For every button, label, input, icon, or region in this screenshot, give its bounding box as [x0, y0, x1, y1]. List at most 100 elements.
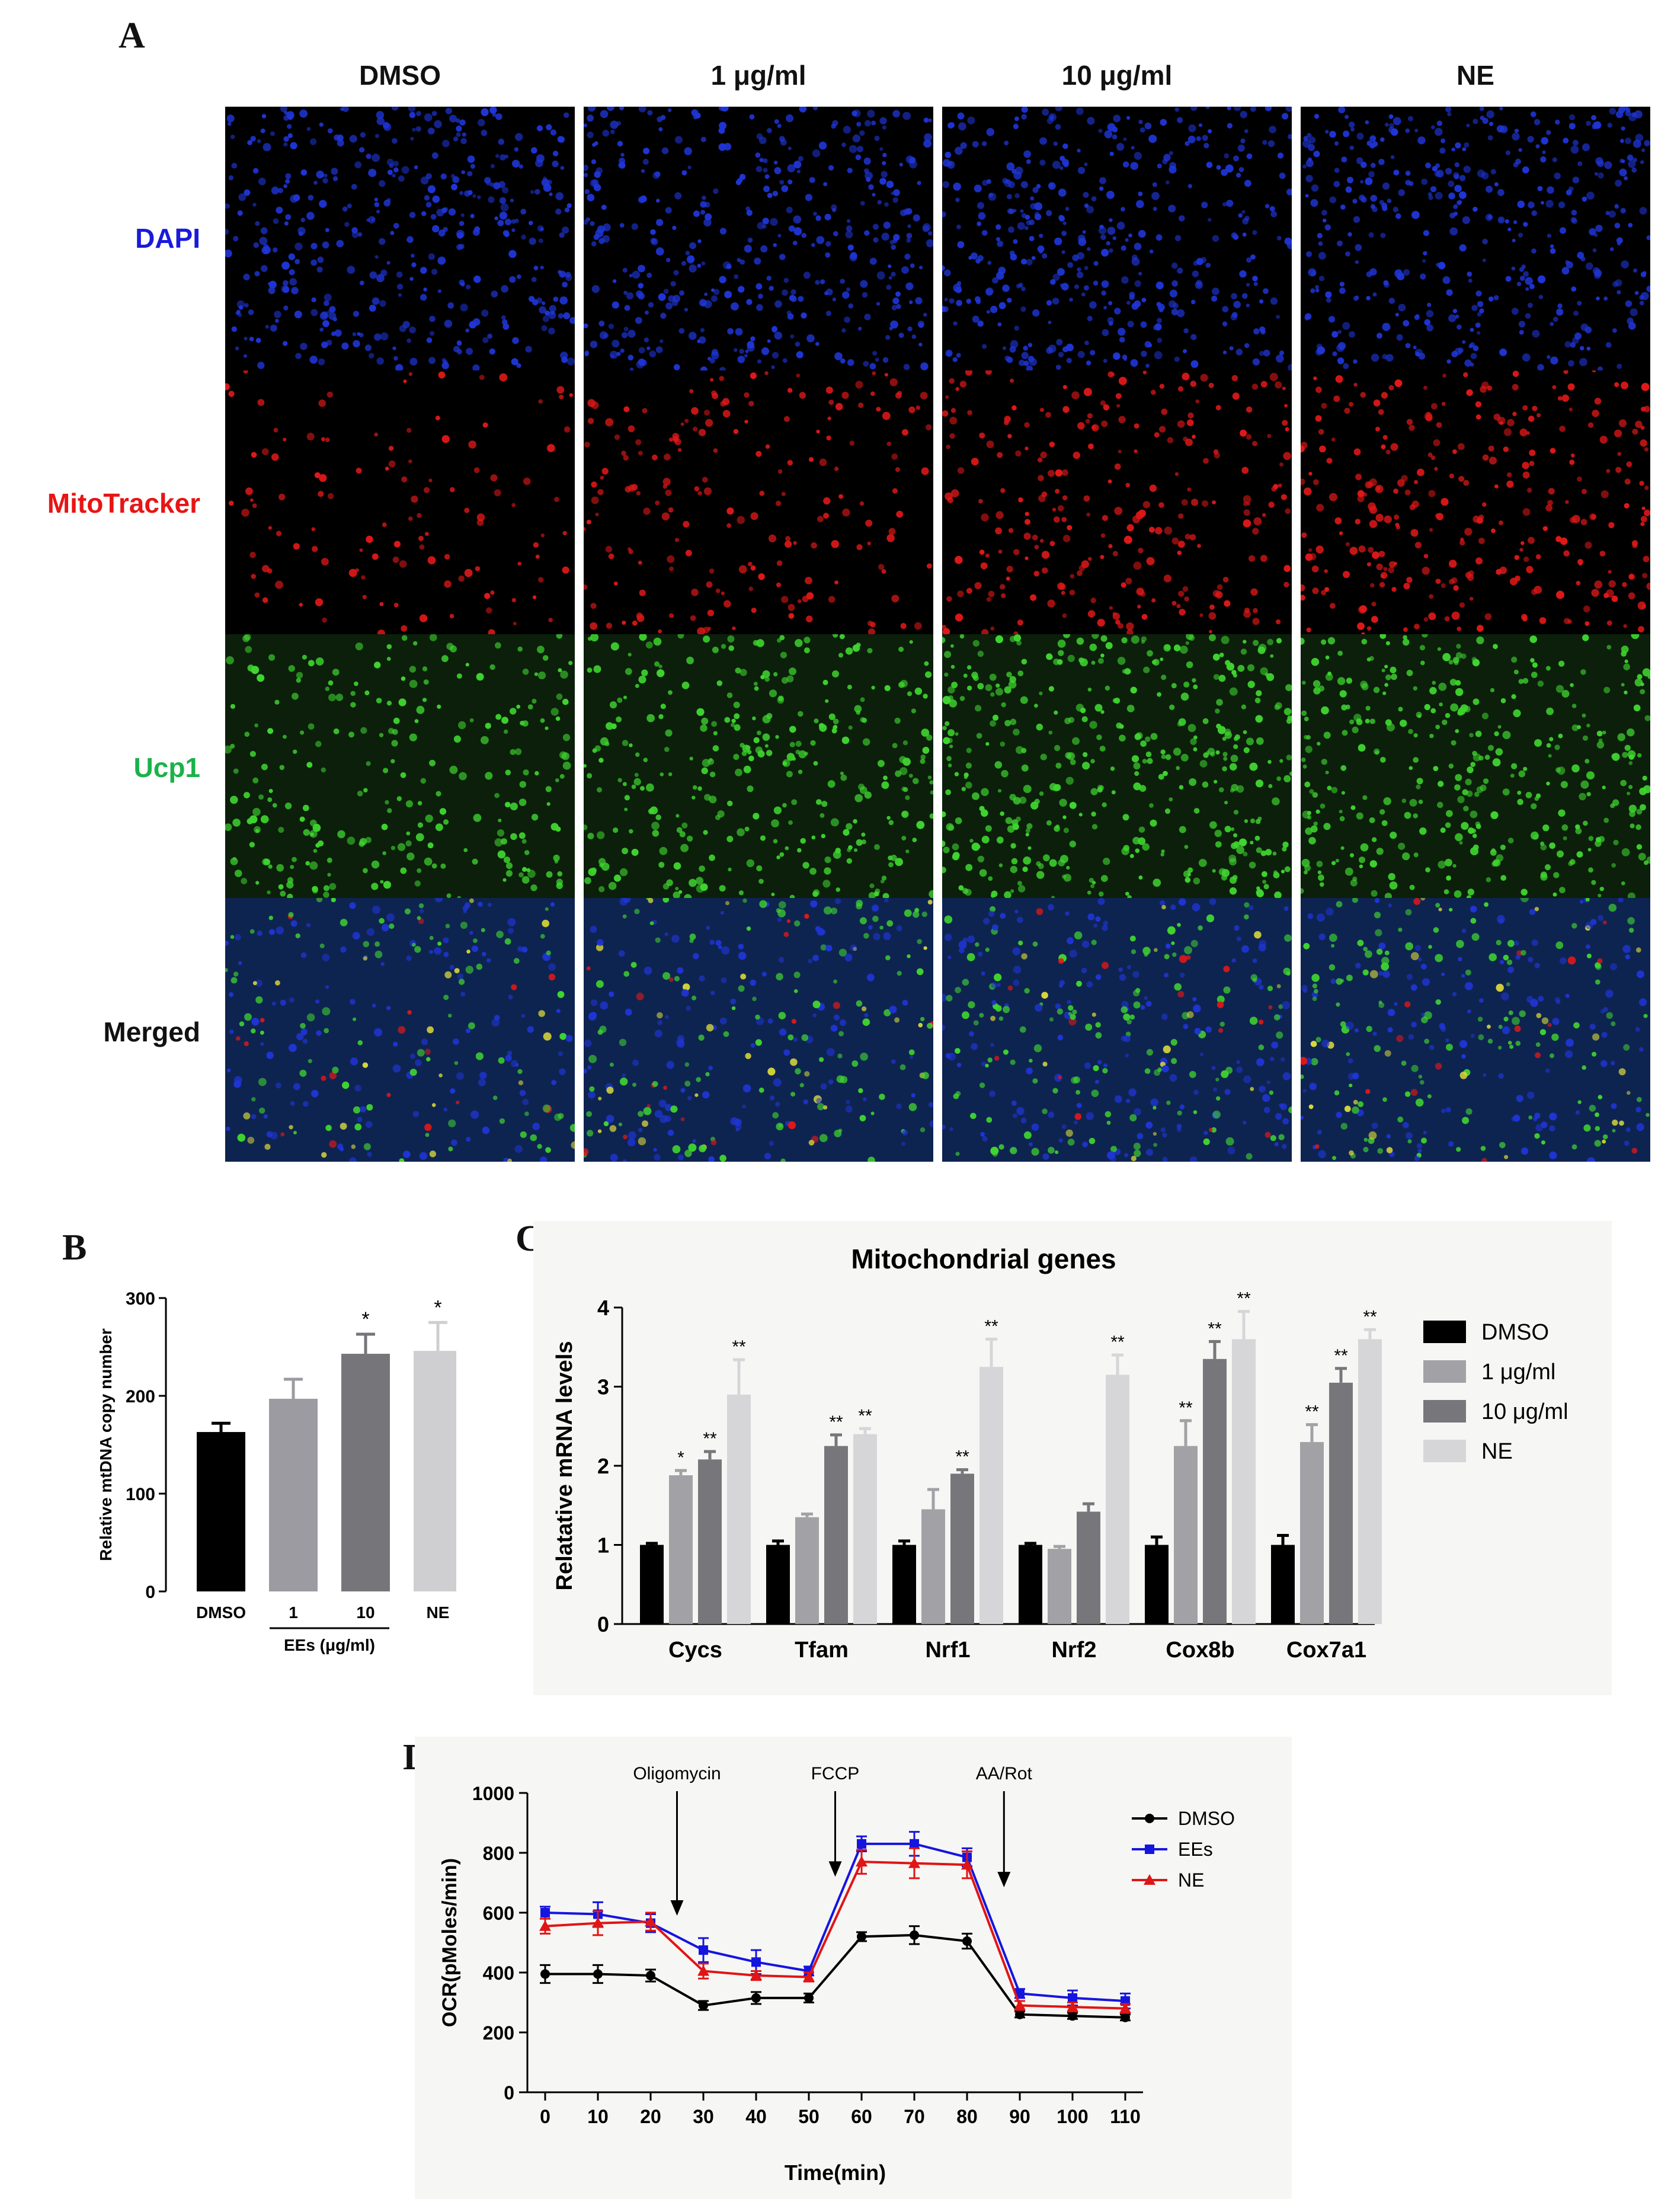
- cell-dot: [920, 1127, 926, 1133]
- cell-dot: [746, 926, 751, 931]
- cell-dot: [479, 375, 485, 381]
- cell-dot: [884, 685, 891, 692]
- cell-dot: [419, 544, 425, 550]
- cell-dot: [986, 440, 994, 449]
- cell-dot: [1418, 1149, 1422, 1153]
- cell-dot: [491, 290, 498, 298]
- cell-dot: [521, 947, 528, 953]
- cell-dot: [1215, 708, 1220, 714]
- cell-dot: [429, 759, 436, 766]
- micrograph-background: [584, 898, 933, 1162]
- cell-dot: [1445, 107, 1452, 113]
- cell-dot: [473, 275, 481, 283]
- cell-dot: [1548, 754, 1552, 758]
- cell-dot: [1205, 107, 1210, 109]
- cell-dot: [1156, 318, 1162, 324]
- cell-dot: [1633, 704, 1641, 712]
- cell-dot: [231, 326, 237, 332]
- cell-dot: [734, 724, 741, 731]
- cell-dot: [1636, 844, 1643, 850]
- cell-dot: [861, 839, 866, 845]
- cell-dot: [1270, 210, 1277, 218]
- cell-dot: [1274, 1142, 1279, 1147]
- cell-dot: [1093, 923, 1098, 928]
- cell-dot: [1467, 1009, 1471, 1014]
- cell-dot: [928, 118, 932, 123]
- cell-dot: [1086, 360, 1091, 366]
- cell-dot: [616, 121, 622, 126]
- cell-dot: [910, 1055, 914, 1059]
- cell-dot: [891, 271, 896, 277]
- cell-dot: [1252, 230, 1257, 235]
- cell-dot: [1442, 276, 1451, 285]
- cell-dot: [1091, 634, 1099, 639]
- cell-dot: [1037, 245, 1045, 252]
- cell-dot: [1570, 217, 1577, 223]
- cell-dot: [779, 852, 785, 857]
- cell-dot: [1280, 1103, 1288, 1110]
- cell-dot: [1091, 1089, 1099, 1097]
- cell-dot: [381, 823, 388, 830]
- cell-dot: [1435, 191, 1443, 200]
- cell-dot: [331, 168, 338, 175]
- cell-dot: [620, 1078, 628, 1086]
- cell-dot: [837, 1053, 843, 1059]
- cell-dot: [618, 950, 625, 957]
- cell-dot: [371, 217, 375, 222]
- cell-dot: [712, 392, 719, 399]
- cell-dot: [499, 1118, 505, 1124]
- cell-dot: [697, 239, 702, 244]
- cell-dot: [1134, 1108, 1141, 1116]
- cell-dot: [1392, 117, 1401, 126]
- cell-dot: [846, 225, 853, 232]
- cell-dot: [873, 932, 881, 941]
- cell-dot: [1512, 411, 1517, 416]
- cell-dot: [1059, 798, 1067, 807]
- cell-dot: [283, 734, 287, 739]
- cell-dot: [750, 336, 756, 341]
- cell-dot: [584, 1040, 592, 1047]
- cell-dot: [632, 1059, 639, 1066]
- cell-dot: [650, 229, 656, 235]
- cell-dot: [738, 890, 744, 896]
- cell-dot: [1640, 682, 1644, 686]
- cell-dot: [1189, 534, 1196, 541]
- cell-dot: [287, 124, 292, 129]
- cell-dot: [963, 673, 968, 678]
- cell-dot: [1043, 854, 1050, 862]
- cell-dot: [1616, 241, 1621, 246]
- cell-dot: [606, 107, 615, 111]
- cell-dot: [1587, 848, 1592, 852]
- cell-dot: [584, 172, 588, 177]
- cell-dot: [895, 467, 900, 472]
- cell-dot: [1004, 720, 1011, 727]
- cell-dot: [1503, 446, 1509, 452]
- cell-dot: [1098, 129, 1103, 133]
- cell-dot: [1275, 702, 1282, 709]
- cell-dot: [1038, 863, 1044, 870]
- cell-dot: [791, 799, 798, 805]
- cell-dot: [1638, 852, 1646, 861]
- cell-dot: [958, 885, 964, 891]
- cell-dot: [264, 248, 269, 252]
- cell-dot: [1119, 724, 1124, 729]
- cell-dot: [1618, 1068, 1626, 1076]
- cell-dot: [324, 1028, 329, 1034]
- cell-dot: [930, 790, 933, 795]
- cell-dot: [316, 1030, 322, 1036]
- cell-dot: [382, 122, 390, 129]
- cell-dot: [1184, 596, 1189, 602]
- cell-dot: [990, 1015, 996, 1021]
- cell-dot: [512, 337, 519, 344]
- cell-dot: [1560, 537, 1568, 545]
- cell-dot: [735, 1123, 742, 1130]
- cell-dot: [1337, 677, 1346, 685]
- cell-dot: [1571, 286, 1577, 292]
- cell-dot: [921, 728, 930, 737]
- cell-dot: [598, 757, 604, 763]
- cell-dot: [886, 920, 894, 927]
- cell-dot: [643, 1107, 652, 1115]
- cell-dot: [1083, 285, 1089, 291]
- cell-dot: [776, 582, 782, 587]
- cell-dot: [631, 784, 636, 789]
